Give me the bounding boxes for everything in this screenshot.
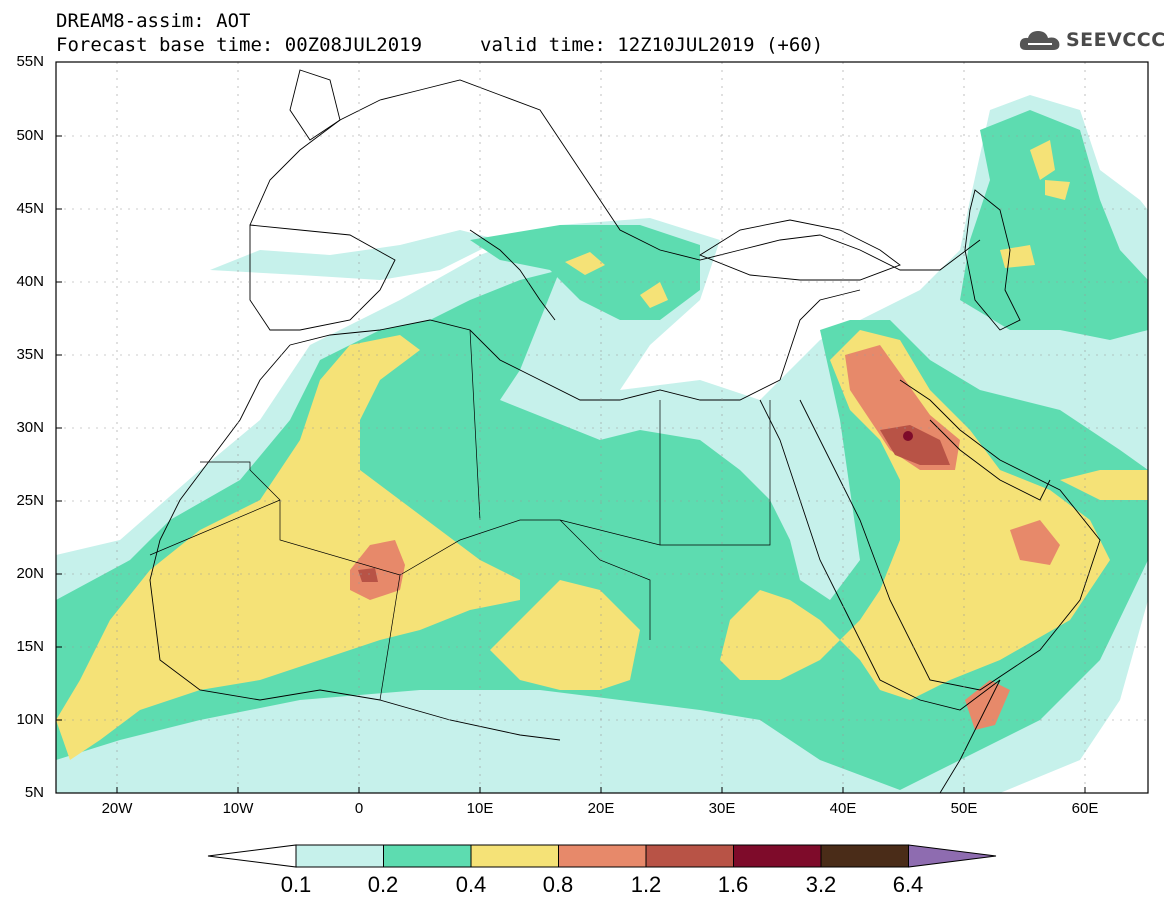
colorbar-triangle-high [908,844,997,868]
aot-band-0.4-west [56,335,520,760]
aot-field [56,95,1148,793]
coastline-iberia-africa [249,224,396,331]
aot-band-0.8-oman [1010,520,1060,565]
aot-band-0.2-caspian [960,110,1148,340]
coastline-gulf [929,419,1051,501]
colorbar-segment-1 [295,844,384,868]
colorbar-label-0.2: 0.2 [367,872,399,897]
colorbar-segment-3 [470,844,559,868]
lon-label-60e: 60E [1071,800,1099,817]
lon-label-10w: 10W [222,800,254,817]
colorbar-label-0.8: 0.8 [542,872,574,897]
lon-label-0: 0 [354,800,364,817]
lat-label-10n: 10N [16,711,44,728]
colorbar-label-1.6: 1.6 [717,872,749,897]
coastline-italy [469,229,556,321]
lat-label-5n: 5N [24,784,44,801]
colorbar-label-0.1: 0.1 [280,872,312,897]
lat-label-30n: 30N [16,419,44,436]
lon-label-10e: 10E [466,800,494,817]
lat-label-20n: 20N [16,565,44,582]
seevccc-logo: SEEVCCC [1018,27,1165,53]
forecast-base-time: Forecast base time: 00Z08JUL2019 [56,34,423,56]
valid-time: valid time: 12Z10JUL2019 (+60) [480,34,824,56]
aot-band-1.2-mali [358,568,378,582]
lat-label-35n: 35N [16,346,44,363]
aot-band-0.4-caspian [1000,140,1070,268]
aot-band-1.2-kuwait [880,425,950,465]
colorbar-triangle-low [207,844,297,868]
aot-band-0.4-aegean [640,282,668,308]
colorbar-segment-5 [645,844,734,868]
aot-band-0.8-mali [350,540,405,600]
coastline-black-sea [699,219,901,281]
lat-label-40n: 40N [16,273,44,290]
grid [56,62,1148,793]
coastline-levant [779,289,861,381]
colorbar-label-3.2: 3.2 [805,872,837,897]
colorbar-segment-2 [383,844,472,868]
colorbar-label-6.4: 6.4 [892,872,924,897]
coastline-arabia [799,379,1101,691]
lat-label-25n: 25N [16,492,44,509]
coastline-africa-nw [149,344,561,741]
product-title: DREAM8-assim: AOT [56,10,251,32]
aot-band-0.4-arabia [720,330,1110,700]
border-lines [149,329,771,701]
lat-label-45n: 45N [16,200,44,217]
lon-label-40e: 40E [829,800,857,817]
colorbar-segment-6 [733,844,822,868]
aot-band-0.1-north [210,230,500,280]
aot-band-0.4-balkans [565,252,605,275]
cloud-icon [1019,31,1060,50]
aot-band-0.4-gulf [1060,470,1148,500]
colorbar-segment-4 [558,844,647,868]
lon-label-30e: 30E [708,800,736,817]
coastline-britain [289,69,341,141]
borders [149,329,771,701]
coastline-horn [939,679,1001,793]
colorbar-label-1.2: 1.2 [630,872,662,897]
aot-band-1.6-kuwait [903,431,913,441]
lat-label-50n: 50N [16,127,44,144]
coastline-red-sea [759,399,1001,711]
colorbar-label-0.4: 0.4 [455,872,487,897]
lat-label-15n: 15N [16,638,44,655]
lon-label-20e: 20E [587,800,615,817]
logo-text: SEEVCCC [1066,29,1165,51]
aot-band-0.4-sahara [490,580,640,690]
colorbar-segment-7 [820,844,909,868]
lon-label-50e: 50E [950,800,978,817]
colorbar [207,844,997,868]
lat-label-55n: 55N [16,53,44,70]
coastlines [149,69,1101,793]
coastline-mediterranean [289,319,781,401]
lon-label-20w: 20W [101,800,133,817]
coastline-caspian [964,189,1021,331]
coastline-europe [249,79,981,271]
ticks [56,61,1086,793]
